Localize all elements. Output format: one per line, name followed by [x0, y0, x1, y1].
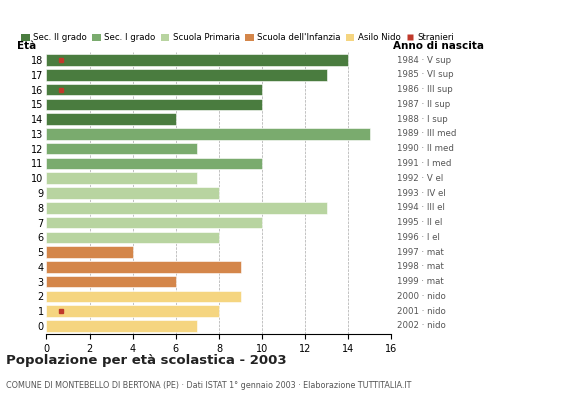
- Text: 1986 · III sup: 1986 · III sup: [397, 85, 452, 94]
- Text: 1998 · mat: 1998 · mat: [397, 262, 444, 271]
- Bar: [46, 246, 133, 258]
- Bar: [46, 202, 327, 214]
- Text: 2000 · nido: 2000 · nido: [397, 292, 445, 301]
- Bar: [46, 320, 197, 332]
- Text: 1994 · III el: 1994 · III el: [397, 203, 445, 212]
- Text: 1984 · V sup: 1984 · V sup: [397, 56, 451, 65]
- Bar: [46, 217, 262, 228]
- Text: 1985 · VI sup: 1985 · VI sup: [397, 70, 454, 79]
- Bar: [46, 261, 241, 272]
- Bar: [46, 158, 262, 169]
- Text: 1993 · IV el: 1993 · IV el: [397, 188, 445, 198]
- Text: Anno di nascita: Anno di nascita: [393, 40, 484, 50]
- Bar: [46, 276, 176, 287]
- Text: 1999 · mat: 1999 · mat: [397, 277, 444, 286]
- Text: 1997 · mat: 1997 · mat: [397, 248, 444, 256]
- Text: Età: Età: [17, 40, 37, 50]
- Bar: [46, 143, 197, 154]
- Text: 1995 · II el: 1995 · II el: [397, 218, 443, 227]
- Text: 1996 · I el: 1996 · I el: [397, 233, 440, 242]
- Text: 1989 · III med: 1989 · III med: [397, 130, 456, 138]
- Text: 1990 · II med: 1990 · II med: [397, 144, 454, 153]
- Bar: [46, 305, 219, 317]
- Bar: [46, 172, 197, 184]
- Text: 2001 · nido: 2001 · nido: [397, 307, 445, 316]
- Bar: [46, 187, 219, 199]
- Bar: [46, 99, 262, 110]
- Text: 2002 · nido: 2002 · nido: [397, 321, 445, 330]
- Text: COMUNE DI MONTEBELLO DI BERTONA (PE) · Dati ISTAT 1° gennaio 2003 · Elaborazione: COMUNE DI MONTEBELLO DI BERTONA (PE) · D…: [6, 381, 411, 390]
- Bar: [46, 232, 219, 243]
- Bar: [46, 114, 176, 125]
- Text: 1987 · II sup: 1987 · II sup: [397, 100, 450, 109]
- Text: 1991 · I med: 1991 · I med: [397, 159, 451, 168]
- Bar: [46, 54, 349, 66]
- Bar: [46, 84, 262, 96]
- Bar: [46, 290, 241, 302]
- Text: 1992 · V el: 1992 · V el: [397, 174, 443, 183]
- Bar: [46, 69, 327, 81]
- Text: 1988 · I sup: 1988 · I sup: [397, 115, 448, 124]
- Text: Popolazione per età scolastica - 2003: Popolazione per età scolastica - 2003: [6, 354, 287, 367]
- Bar: [46, 128, 370, 140]
- Legend: Sec. II grado, Sec. I grado, Scuola Primaria, Scuola dell'Infanzia, Asilo Nido, : Sec. II grado, Sec. I grado, Scuola Prim…: [21, 33, 455, 42]
